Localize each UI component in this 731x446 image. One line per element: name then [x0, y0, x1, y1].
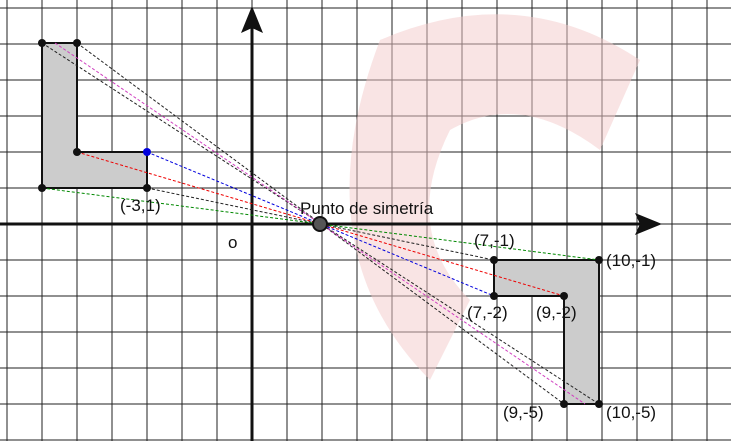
point-label: (9,-2) [536, 303, 577, 322]
origin-label: o [228, 233, 237, 252]
center-label: Punto de simetría [300, 199, 434, 218]
point-label: (9,-5) [503, 403, 544, 422]
symmetry-center [313, 217, 327, 231]
point-label: (-3,1) [120, 196, 161, 215]
point-label: (10,-1) [606, 251, 656, 270]
diagram: Punto de simetría o (-3,1) (7,-1) (10,-1… [0, 0, 731, 441]
point-label: (7,-2) [467, 303, 508, 322]
point-label: (10,-5) [606, 403, 656, 422]
point-label: (7,-1) [474, 231, 515, 250]
